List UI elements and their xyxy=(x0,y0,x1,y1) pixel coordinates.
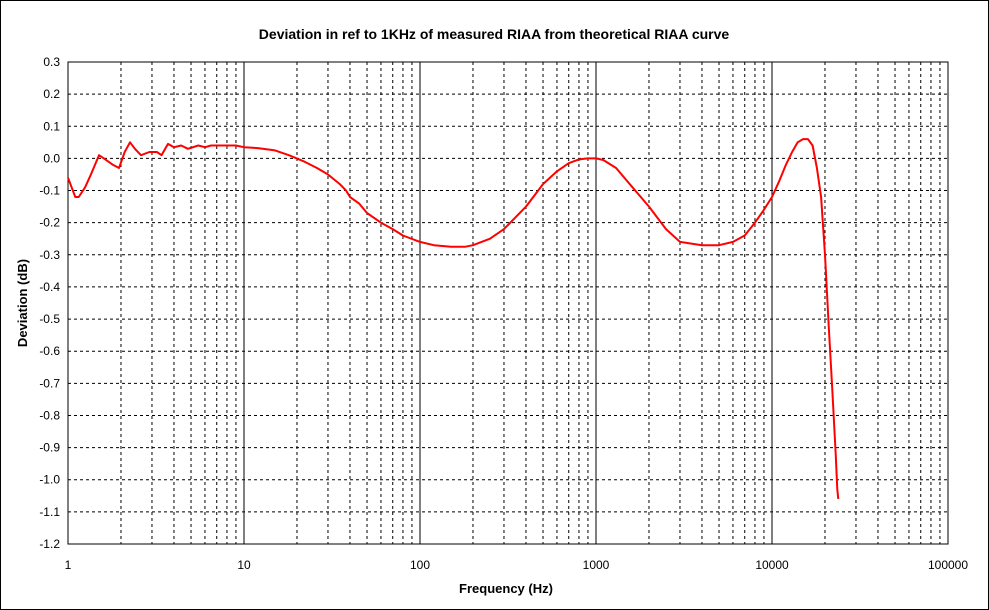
x-tick-label: 1000 xyxy=(583,558,610,572)
grid-layer xyxy=(68,62,948,544)
y-tick-label: -1.2 xyxy=(39,537,60,551)
y-tick-label: 0.3 xyxy=(43,55,60,69)
y-tick-label: -0.8 xyxy=(39,408,60,422)
x-tick-label: 100000 xyxy=(928,558,968,572)
y-tick-label: 0.2 xyxy=(43,87,60,101)
y-tick-label: -1.1 xyxy=(39,505,60,519)
y-tick-label: -0.7 xyxy=(39,376,60,390)
y-tick-label: -1.0 xyxy=(39,473,60,487)
plot-area-border xyxy=(67,61,949,545)
y-axis-label: Deviation (dB) xyxy=(15,259,30,347)
y-tick-label: -0.2 xyxy=(39,216,60,230)
series-layer xyxy=(67,138,840,500)
y-tick-label: 0.0 xyxy=(43,151,60,165)
x-tick-labels: 1 10 100 1000 10000 100000 xyxy=(65,558,969,572)
y-tick-label: -0.6 xyxy=(39,344,60,358)
y-tick-label: -0.1 xyxy=(39,184,60,198)
y-tick-label: -0.3 xyxy=(39,248,60,262)
x-axis-label: Frequency (Hz) xyxy=(459,581,553,596)
y-tick-label: 0.1 xyxy=(43,119,60,133)
chart-title: Deviation in ref to 1KHz of measured RIA… xyxy=(259,26,730,42)
x-tick-label: 1 xyxy=(65,558,72,572)
x-tick-label: 10000 xyxy=(755,558,789,572)
y-tick-labels: 0.3 0.2 0.1 0.0 -0.1 -0.2 -0.3 -0.4 -0.5 -0.6 -0.7… xyxy=(39,55,60,551)
x-tick-label: 10 xyxy=(237,558,251,572)
y-tick-label: -0.5 xyxy=(39,312,60,326)
series-line xyxy=(67,138,840,500)
x-tick-label: 100 xyxy=(410,558,430,572)
y-tick-label: -0.9 xyxy=(39,441,60,455)
y-tick-label: -0.4 xyxy=(39,280,60,294)
